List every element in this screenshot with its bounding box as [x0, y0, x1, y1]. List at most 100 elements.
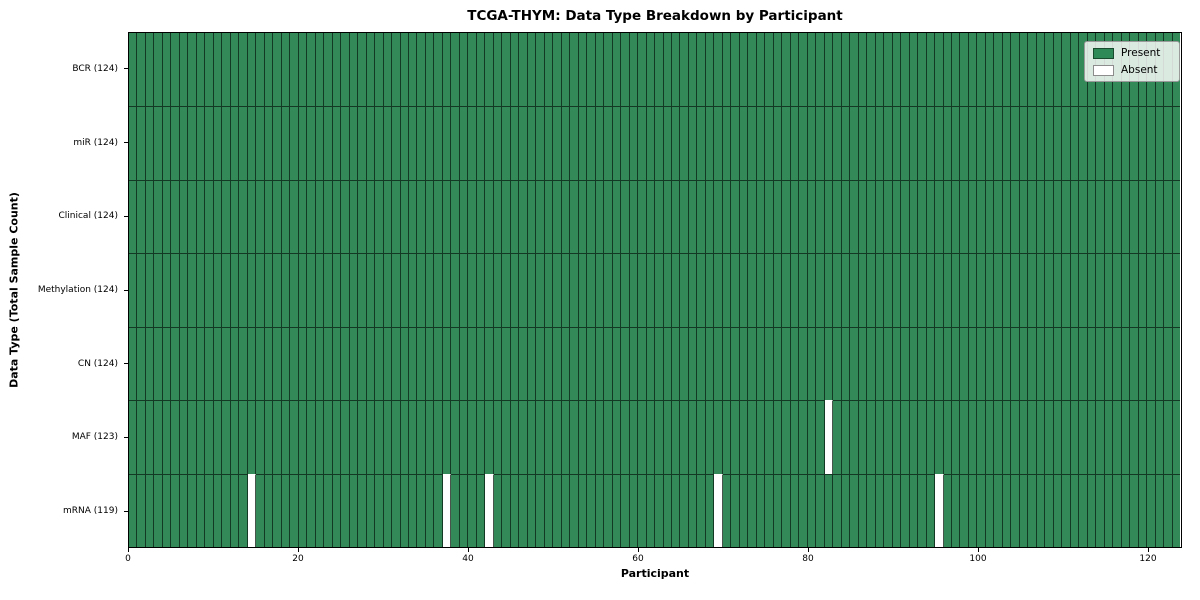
- heatmap-cell-clinical-30: [383, 179, 393, 254]
- heatmap-cell-mrna-71: [731, 473, 740, 547]
- heatmap-cell-mrna-22: [315, 473, 325, 547]
- heatmap-cell-cn-100: [977, 326, 986, 401]
- heatmap-cell-clinical-42: [485, 179, 494, 254]
- heatmap-cell-clinical-70: [722, 179, 732, 254]
- heatmap-cell-bcr-45: [510, 33, 520, 107]
- heatmap-cell-mrna-63: [663, 473, 672, 547]
- heatmap-cell-methylation-4: [162, 253, 172, 327]
- heatmap-cell-clinical-37: [442, 179, 452, 254]
- heatmap-cell-maf-88: [875, 400, 885, 474]
- heatmap-cell-cn-84: [841, 326, 851, 401]
- heatmap-cell-bcr-36: [434, 33, 443, 107]
- heatmap-cell-clinical-31: [392, 179, 401, 254]
- heatmap-cell-bcr-54: [587, 33, 596, 107]
- heatmap-cell-bcr-16: [264, 33, 274, 107]
- heatmap-cell-clinical-56: [604, 179, 613, 254]
- heatmap-cell-cn-71: [731, 326, 740, 401]
- heatmap-cell-methylation-59: [629, 253, 639, 327]
- x-tick-mark: [468, 548, 469, 552]
- heatmap-cell-mrna-120: [1147, 473, 1156, 547]
- heatmap-cell-methylation-116: [1113, 253, 1122, 327]
- heatmap-cell-mrna-69: [714, 473, 723, 547]
- heatmap-cell-mrna-79: [799, 473, 808, 547]
- heatmap-cell-clinical-4: [162, 179, 172, 254]
- heatmap-cell-methylation-43: [493, 253, 503, 327]
- heatmap-cell-maf-75: [765, 400, 774, 474]
- heatmap-cell-cn-97: [951, 326, 961, 401]
- heatmap-cell-methylation-44: [502, 253, 511, 327]
- heatmap-cell-mir-61: [646, 106, 656, 180]
- heatmap-row-mir: [129, 106, 1181, 180]
- heatmap-cell-maf-111: [1070, 400, 1080, 474]
- heatmap-cell-mir-55: [595, 106, 605, 180]
- heatmap-cell-bcr-7: [188, 33, 197, 107]
- legend-label-absent: Absent: [1121, 64, 1158, 76]
- heatmap-cell-mrna-14: [247, 473, 257, 547]
- heatmap-cell-cn-26: [349, 326, 359, 401]
- x-tick-mark: [638, 548, 639, 552]
- heatmap-cell-methylation-65: [680, 253, 689, 327]
- legend-item-absent: Absent: [1093, 64, 1171, 76]
- heatmap-cell-clinical-86: [858, 179, 868, 254]
- heatmap-cell-clinical-105: [1019, 179, 1029, 254]
- heatmap-row-maf: [129, 400, 1181, 474]
- heatmap-cell-mir-42: [485, 106, 494, 180]
- heatmap-cell-clinical-33: [408, 179, 418, 254]
- heatmap-cell-clinical-53: [578, 179, 588, 254]
- heatmap-cell-cn-76: [773, 326, 783, 401]
- heatmap-cell-cn-121: [1155, 326, 1165, 401]
- heatmap-cell-mir-15: [256, 106, 265, 180]
- heatmap-cell-clinical-75: [765, 179, 774, 254]
- heatmap-cell-mrna-62: [655, 473, 664, 547]
- heatmap-cell-clinical-119: [1138, 179, 1148, 254]
- heatmap-cell-clinical-22: [315, 179, 325, 254]
- heatmap-cell-cn-8: [196, 326, 206, 401]
- heatmap-cell-clinical-96: [943, 179, 952, 254]
- heatmap-cell-methylation-81: [816, 253, 825, 327]
- heatmap-cell-cn-77: [782, 326, 791, 401]
- heatmap-cell-mrna-9: [205, 473, 214, 547]
- heatmap-cell-methylation-45: [510, 253, 520, 327]
- heatmap-cell-cn-39: [459, 326, 469, 401]
- heatmap-cell-bcr-53: [578, 33, 588, 107]
- heatmap-cell-cn-69: [714, 326, 723, 401]
- heatmap-cell-bcr-52: [570, 33, 579, 107]
- heatmap-cell-mrna-41: [476, 473, 486, 547]
- heatmap-cell-bcr-70: [722, 33, 732, 107]
- heatmap-cell-maf-38: [451, 400, 460, 474]
- heatmap-cell-clinical-121: [1155, 179, 1165, 254]
- heatmap-cell-mrna-65: [680, 473, 689, 547]
- heatmap-cell-bcr-51: [561, 33, 571, 107]
- heatmap-cell-mir-22: [315, 106, 325, 180]
- heatmap-cell-clinical-25: [341, 179, 350, 254]
- heatmap-cell-maf-46: [519, 400, 528, 474]
- heatmap-cell-cn-48: [536, 326, 545, 401]
- heatmap-cell-clinical-106: [1028, 179, 1037, 254]
- heatmap-cell-bcr-78: [790, 33, 800, 107]
- heatmap-cell-mir-103: [1002, 106, 1012, 180]
- heatmap-cell-mrna-66: [688, 473, 698, 547]
- heatmap-cell-mir-8: [196, 106, 206, 180]
- heatmap-cell-mrna-101: [985, 473, 995, 547]
- heatmap-cell-clinical-1: [137, 179, 146, 254]
- heatmap-cell-cn-106: [1028, 326, 1037, 401]
- heatmap-cell-maf-114: [1096, 400, 1105, 474]
- heatmap-cell-clinical-62: [655, 179, 664, 254]
- x-tick-label-40: 40: [462, 554, 474, 564]
- heatmap-cell-clinical-123: [1172, 179, 1181, 254]
- heatmap-cell-mrna-48: [536, 473, 545, 547]
- heatmap-cell-maf-82: [824, 400, 834, 474]
- heatmap-cell-mir-46: [519, 106, 528, 180]
- heatmap-cell-cn-83: [833, 326, 842, 401]
- heatmap-cell-bcr-98: [960, 33, 969, 107]
- heatmap-cell-cn-25: [341, 326, 350, 401]
- heatmap-cell-clinical-65: [680, 179, 689, 254]
- heatmap-cell-mrna-29: [375, 473, 384, 547]
- heatmap-cell-cn-67: [697, 326, 706, 401]
- heatmap-cell-mir-56: [604, 106, 613, 180]
- heatmap-cell-bcr-89: [884, 33, 893, 107]
- heatmap-cell-methylation-86: [858, 253, 868, 327]
- heatmap-cell-bcr-1: [137, 33, 146, 107]
- heatmap-cell-maf-20: [298, 400, 308, 474]
- heatmap-cell-cn-35: [425, 326, 435, 401]
